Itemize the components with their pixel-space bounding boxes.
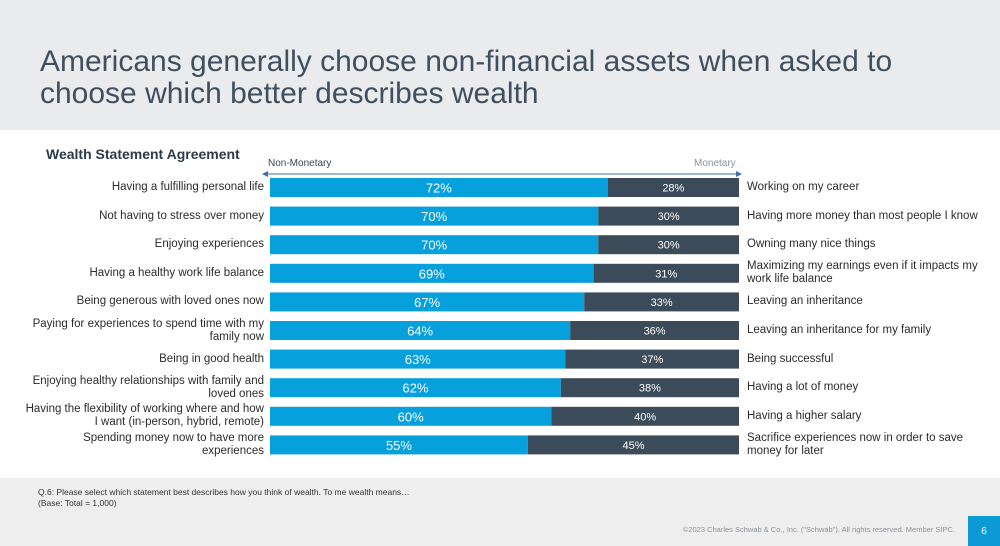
data-label-non-monetary: 64% — [407, 324, 433, 339]
row-label-monetary: Leaving an inheritance — [747, 295, 863, 308]
copyright: ©2023 Charles Schwab & Co., Inc. ("Schwa… — [682, 525, 955, 534]
data-label-non-monetary: 60% — [398, 409, 424, 424]
data-label-monetary: 38% — [639, 383, 661, 395]
row-label-non-monetary: Having a fulfilling personal life — [111, 181, 264, 193]
row-label-non-monetary: Paying for experiences to spend time wit… — [32, 317, 264, 343]
footnote: Q.6: Please select which statement best … — [38, 487, 410, 509]
data-label-monetary: 30% — [658, 211, 680, 223]
bar-non-monetary — [270, 349, 566, 369]
row-label-non-monetary: Being in good health — [159, 352, 264, 365]
row-label-monetary: Owning many nice things — [747, 238, 876, 251]
row-label-non-monetary: Being generous with loved ones now — [76, 295, 264, 308]
row-label-monetary: Having a lot of money — [747, 381, 859, 394]
data-label-non-monetary: 62% — [402, 381, 428, 396]
row-label-non-monetary: Not having to stress over money — [99, 209, 264, 222]
bar-monetary — [560, 378, 739, 398]
bar-non-monetary — [270, 263, 594, 283]
bar-non-monetary — [270, 235, 599, 255]
bar-non-monetary — [270, 435, 528, 455]
title-band — [0, 0, 1000, 130]
bar-non-monetary — [270, 378, 561, 398]
axis-arrow-right-head — [736, 171, 742, 177]
bar-monetary — [598, 206, 739, 226]
bar-non-monetary — [270, 292, 585, 312]
bar-monetary — [598, 235, 739, 255]
data-label-non-monetary: 67% — [414, 295, 440, 310]
data-label-non-monetary: 63% — [405, 352, 431, 367]
row-label-monetary: Having more money than most people I kno… — [747, 209, 978, 222]
bar-monetary — [527, 435, 739, 455]
bar-non-monetary — [270, 406, 552, 426]
row-label-non-monetary: Spending money now to have more experien… — [83, 431, 264, 457]
row-label-monetary: Sacrifice experiences now in order to sa… — [747, 431, 964, 457]
page-title: Americans generally choose non-financial… — [40, 45, 893, 111]
data-label-non-monetary: 55% — [386, 438, 412, 453]
data-label-non-monetary: 69% — [419, 266, 445, 281]
footnote-question: Q.6: Please select which statement best … — [38, 487, 410, 497]
axis-arrow-left-head — [262, 171, 268, 177]
footnote-base: (Base: Total = 1,000) — [38, 498, 117, 508]
row-label-monetary: Being successful — [747, 352, 834, 365]
bar-monetary — [551, 406, 739, 426]
bar-non-monetary — [270, 321, 571, 340]
bar-monetary — [584, 292, 739, 312]
row-label-non-monetary: Having a healthy work life balance — [89, 266, 264, 279]
stacked-bar-chart: 72% 28% 70% 30% 70% 30% 69% 31% 67% 33% 64% 36% 63% 3… — [262, 171, 742, 455]
data-label-non-monetary: 70% — [421, 238, 447, 253]
bar-monetary — [593, 263, 739, 283]
data-label-monetary: 40% — [634, 411, 656, 423]
data-label-monetary: 37% — [641, 354, 663, 366]
data-label-non-monetary: 70% — [421, 209, 447, 224]
row-label-non-monetary: Having the flexibility of working where … — [25, 403, 264, 429]
data-label-monetary: 30% — [658, 240, 680, 252]
data-label-monetary: 28% — [662, 183, 684, 195]
axis-label-non-monetary: Non-Monetary — [268, 158, 332, 169]
chart-title: Wealth Statement Agreement — [46, 146, 240, 162]
bar-non-monetary — [270, 206, 599, 226]
bar-non-monetary — [270, 178, 608, 197]
bar-monetary — [565, 349, 739, 369]
page-number: 6 — [968, 516, 1000, 546]
data-label-monetary: 45% — [622, 440, 644, 452]
data-label-monetary: 36% — [644, 326, 666, 338]
row-label-monetary: Maximizing my earnings even if it impact… — [747, 260, 978, 286]
data-label-monetary: 33% — [651, 297, 673, 309]
row-label-non-monetary: Enjoying healthy relationships with fami… — [32, 374, 264, 400]
bar-monetary — [570, 321, 739, 340]
data-label-non-monetary: 72% — [426, 181, 452, 196]
row-label-monetary: Working on my career — [747, 181, 860, 193]
axis-label-monetary: Monetary — [694, 158, 736, 169]
row-label-non-monetary: Enjoying experiences — [154, 238, 264, 251]
footer-band — [0, 478, 1000, 546]
data-label-monetary: 31% — [655, 268, 677, 280]
row-label-monetary: Leaving an inheritance for my family — [747, 324, 932, 336]
bar-monetary — [607, 178, 739, 197]
row-label-monetary: Having a higher salary — [747, 409, 862, 422]
